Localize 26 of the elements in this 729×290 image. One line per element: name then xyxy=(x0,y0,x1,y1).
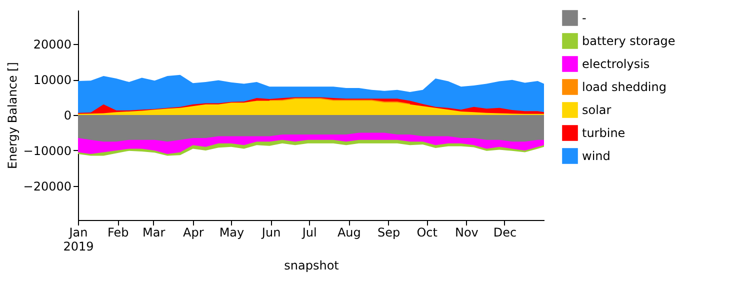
legend-label: turbine xyxy=(582,126,626,140)
x-tick-label: Dec xyxy=(493,226,517,240)
x-tick-label: Nov xyxy=(454,226,478,240)
legend-label: battery storage xyxy=(582,34,676,48)
x-tick-label: Jul xyxy=(301,226,317,240)
y-tick-label: 0 xyxy=(64,108,72,122)
y-tick-label: 20000 xyxy=(33,38,72,52)
y-tick-label: −20000 xyxy=(23,179,72,194)
legend-label: wind xyxy=(582,149,610,163)
x-tick-label: Mar xyxy=(142,226,166,240)
x-tick-label: Aug xyxy=(337,226,361,240)
legend-label: solar xyxy=(582,103,612,117)
legend-label: - xyxy=(582,11,586,25)
y-tick-label: −10000 xyxy=(23,144,72,158)
x-tick-label: Jan 2019 xyxy=(63,226,94,254)
x-tick-label: Feb xyxy=(107,226,129,240)
x-tick-label: Apr xyxy=(183,226,204,240)
x-tick-label: Sep xyxy=(377,226,400,240)
legend-label: load shedding xyxy=(582,80,666,94)
x-axis-title: snapshot xyxy=(284,258,340,272)
y-axis-title: Energy Balance [] xyxy=(5,62,20,169)
y-tick-label: 10000 xyxy=(33,73,72,88)
x-tick-label: May xyxy=(219,226,244,240)
x-tick-label: Jun xyxy=(260,226,281,240)
x-tick-label: Oct xyxy=(416,226,438,240)
legend-label: electrolysis xyxy=(582,57,650,71)
